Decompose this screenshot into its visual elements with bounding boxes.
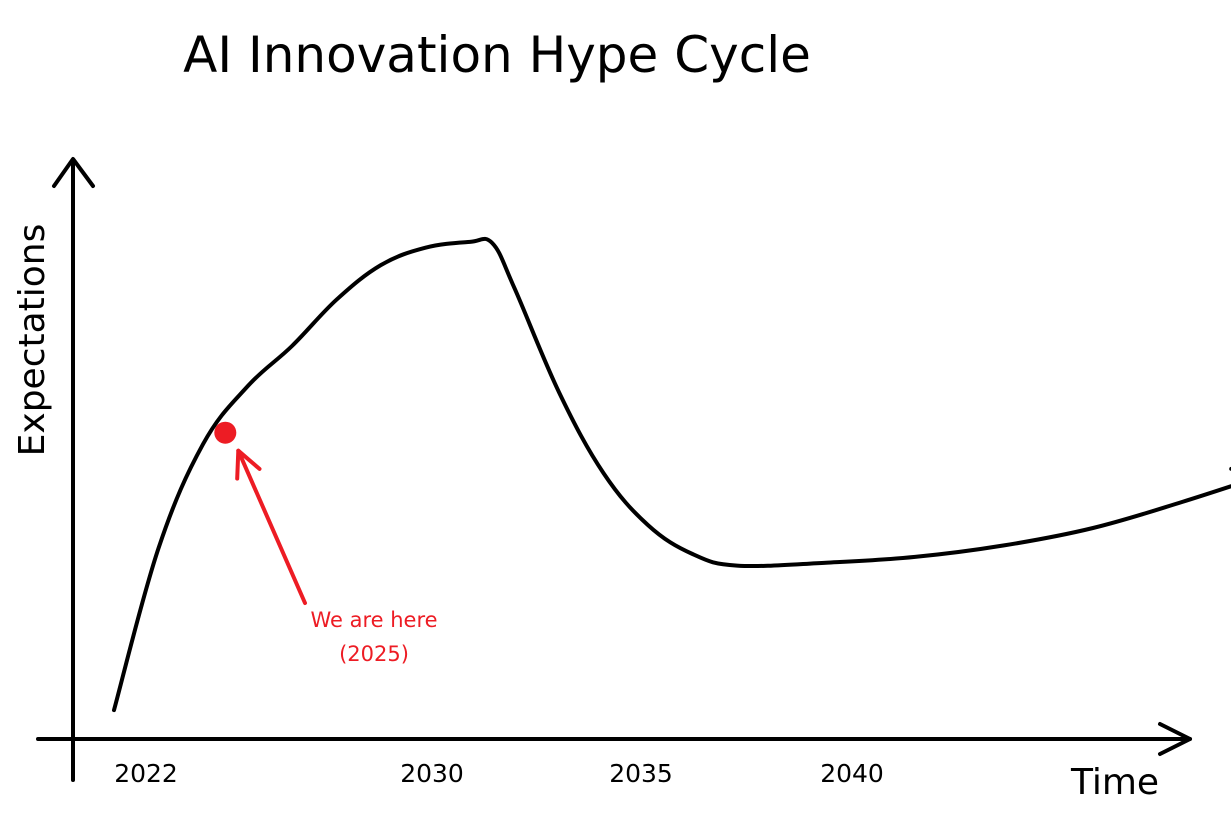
annotation-arrow-shaft bbox=[236, 448, 307, 605]
x-tick-label-2035: 2035 bbox=[609, 759, 673, 788]
y-axis-arrowhead bbox=[52, 157, 95, 188]
x-axis-label: Time bbox=[1070, 762, 1159, 803]
chart-title: AI Innovation Hype Cycle bbox=[183, 26, 811, 84]
x-axis-arrowhead bbox=[1158, 722, 1192, 756]
y-axis-label: Expectations bbox=[12, 224, 53, 457]
x-tick-label-2040: 2040 bbox=[820, 759, 884, 788]
annotation-text-line2: (2025) bbox=[339, 642, 409, 666]
x-tick-label-2022: 2022 bbox=[114, 759, 178, 788]
annotation-arrow-head bbox=[235, 448, 262, 481]
annotation-text-line1: We are here bbox=[310, 608, 437, 632]
hype-curve-line bbox=[112, 236, 1231, 713]
x-tick-label-2030: 2030 bbox=[400, 759, 464, 788]
current-position-marker bbox=[214, 421, 237, 444]
